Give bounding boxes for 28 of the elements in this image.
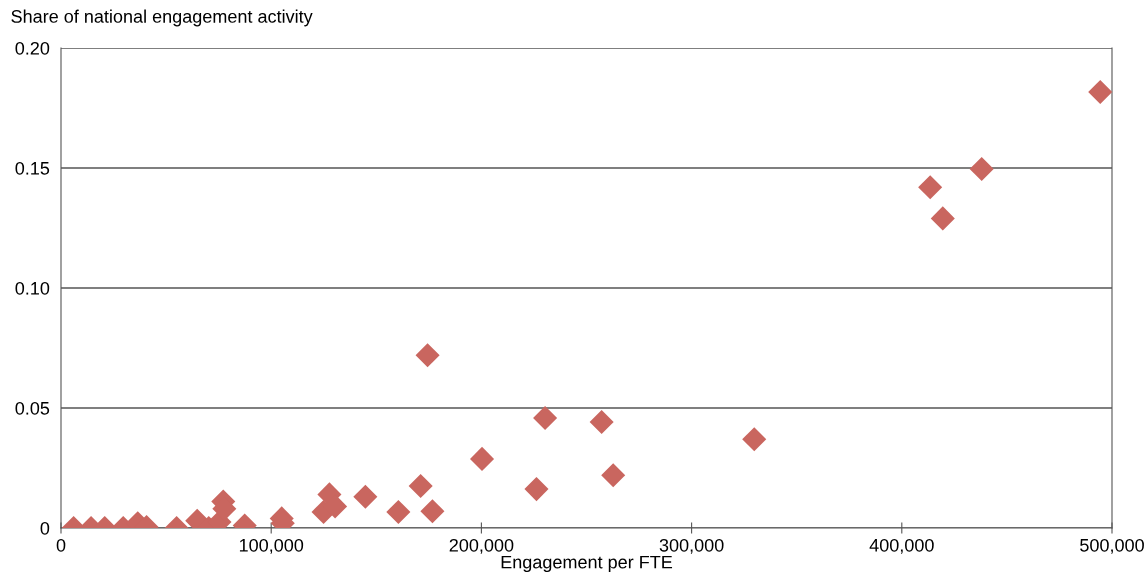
y-tick-label: 0.20 xyxy=(15,41,50,55)
point xyxy=(589,409,614,434)
point xyxy=(420,499,445,524)
y-tick-label: 0.10 xyxy=(15,281,50,295)
x-tick-label: 500,000 xyxy=(1080,538,1144,554)
point xyxy=(601,463,626,488)
x-axis-title: Engagement per FTE xyxy=(501,555,673,573)
point xyxy=(386,499,411,524)
y-axis-title: Share of national engagement activity xyxy=(11,9,313,27)
x-tick-label: 100,000 xyxy=(239,538,304,554)
x-tick-label: 300,000 xyxy=(659,538,724,554)
point xyxy=(918,175,943,200)
point xyxy=(415,343,440,368)
y-tick-label: 0 xyxy=(40,521,50,535)
point xyxy=(408,473,433,499)
point xyxy=(742,427,767,452)
x-tick-label: 400,000 xyxy=(869,538,934,554)
point xyxy=(524,477,549,502)
x-tick-label: 200,000 xyxy=(449,538,514,554)
point xyxy=(533,406,558,431)
point xyxy=(930,206,955,231)
point xyxy=(969,156,994,181)
point xyxy=(1088,79,1112,104)
y-tick-label: 0.15 xyxy=(15,161,50,175)
x-tick-label: 0 xyxy=(56,538,66,552)
y-tick-label: 0.05 xyxy=(15,401,50,415)
point xyxy=(353,484,378,509)
point xyxy=(470,446,495,471)
